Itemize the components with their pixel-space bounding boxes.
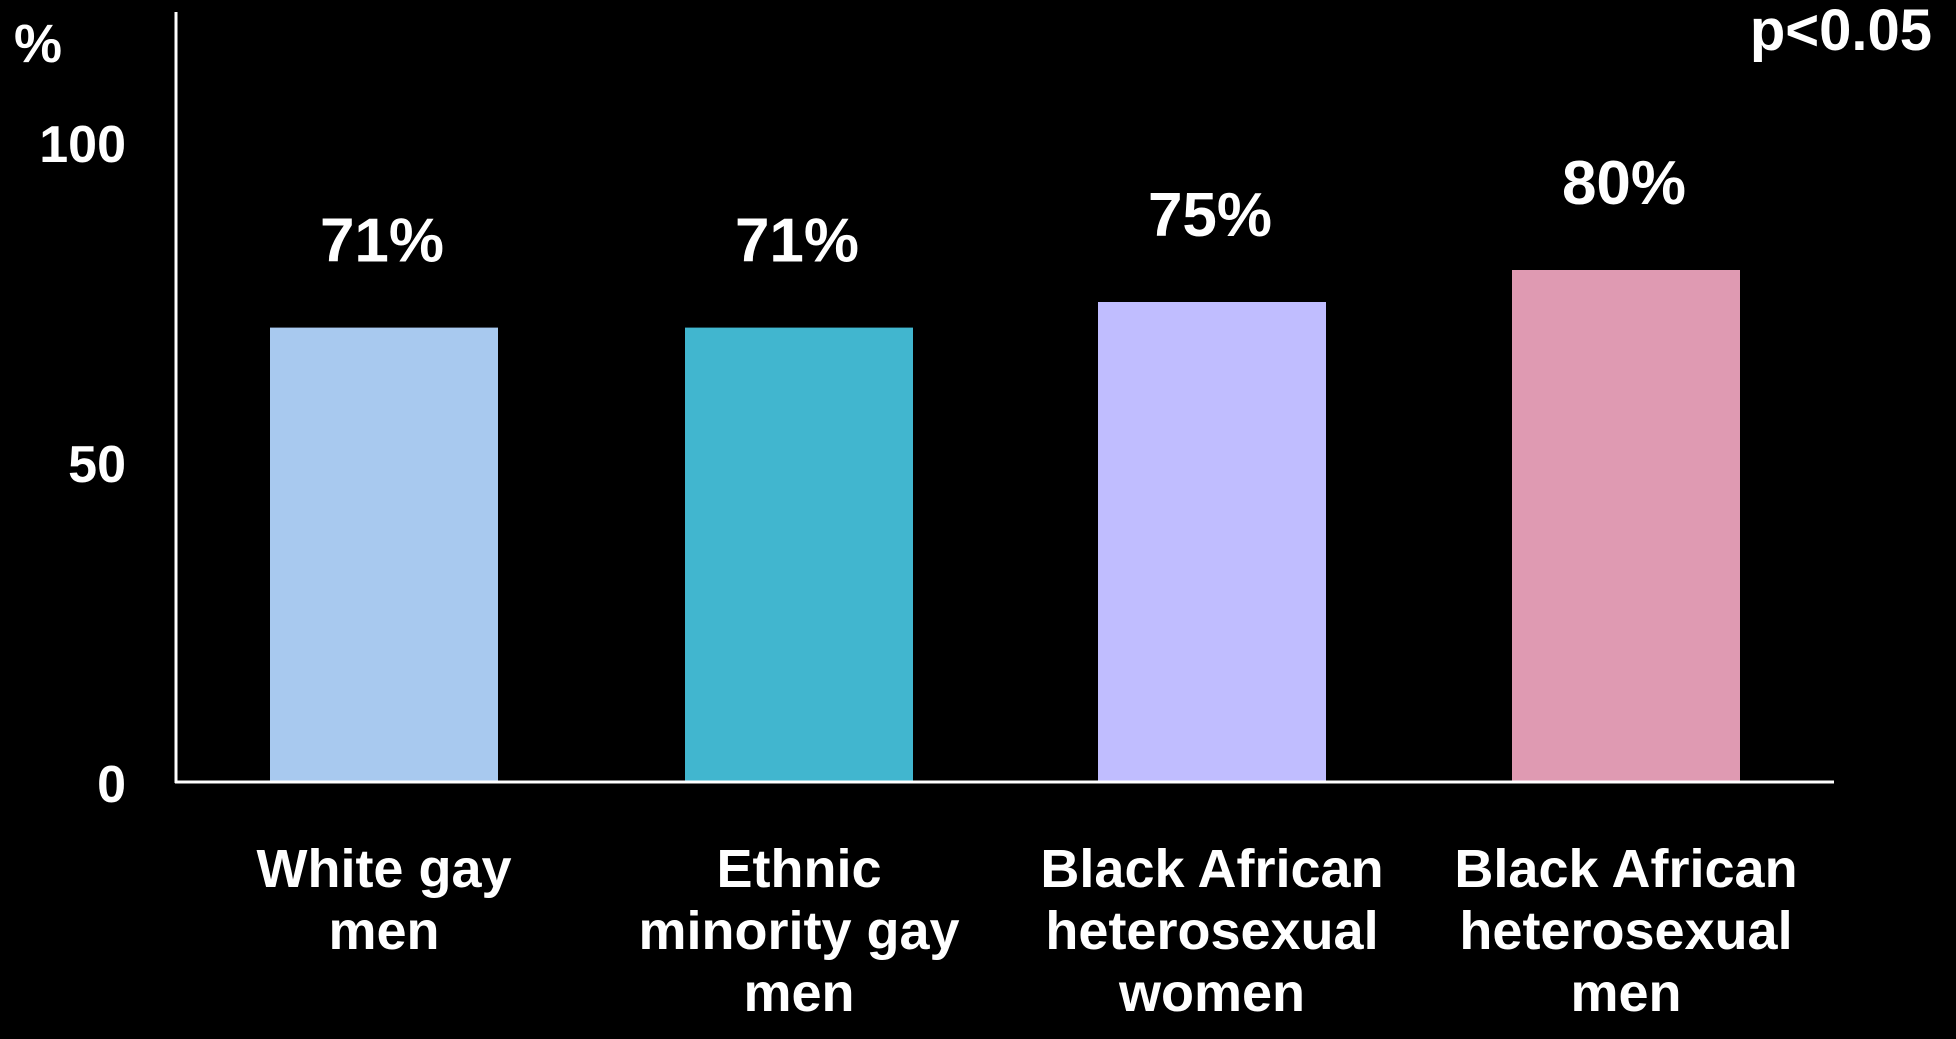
x-tick-label: men bbox=[1570, 963, 1681, 1023]
y-tick-label: 100 bbox=[39, 116, 126, 174]
x-tick-label: heterosexual bbox=[1459, 901, 1792, 961]
bar bbox=[1512, 270, 1740, 782]
x-tick-label: men bbox=[743, 963, 854, 1023]
bars bbox=[270, 270, 1740, 782]
significance-annotation: p<0.05 bbox=[1750, 0, 1932, 63]
y-tick-labels: 0 50 100 bbox=[39, 116, 126, 814]
bar bbox=[270, 327, 498, 782]
bar bbox=[685, 327, 913, 782]
data-labels: 71% 71% 75% 80% bbox=[320, 149, 1686, 276]
x-tick-label: Black African bbox=[1040, 839, 1383, 899]
x-tick-label: women bbox=[1118, 963, 1305, 1023]
y-tick-label: 0 bbox=[97, 756, 126, 814]
x-tick-label: Black African bbox=[1454, 839, 1797, 899]
data-label: 71% bbox=[320, 207, 444, 276]
bar bbox=[1098, 302, 1326, 782]
x-tick-label: White gay bbox=[256, 839, 511, 899]
x-tick-label: men bbox=[328, 901, 439, 961]
x-tick-label: Ethnic bbox=[716, 839, 881, 899]
data-label: 71% bbox=[735, 207, 859, 276]
y-tick-label: 50 bbox=[68, 436, 126, 494]
x-tick-label: heterosexual bbox=[1045, 901, 1378, 961]
unit-label: % bbox=[14, 14, 62, 74]
x-tick-label: minority gay bbox=[638, 901, 959, 961]
data-label: 75% bbox=[1148, 181, 1272, 250]
data-label: 80% bbox=[1562, 149, 1686, 218]
